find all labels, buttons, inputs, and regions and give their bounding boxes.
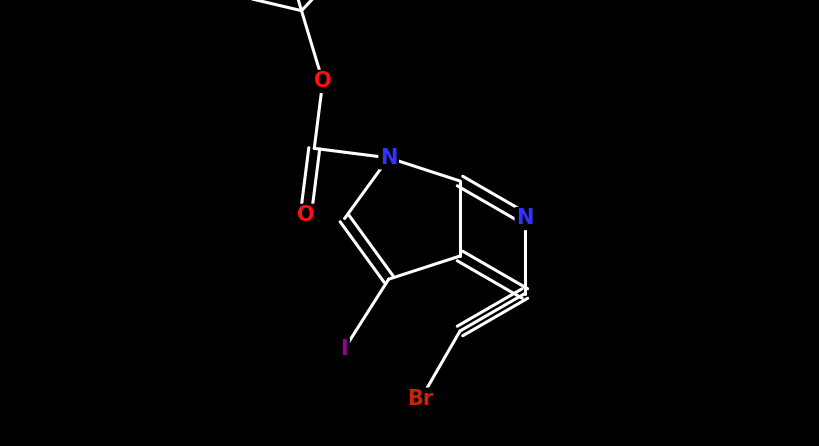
Text: I: I [341, 339, 348, 359]
Text: N: N [516, 208, 534, 228]
Text: N: N [380, 148, 397, 168]
Text: O: O [314, 71, 332, 91]
Text: O: O [297, 205, 314, 225]
Text: Br: Br [408, 389, 434, 409]
